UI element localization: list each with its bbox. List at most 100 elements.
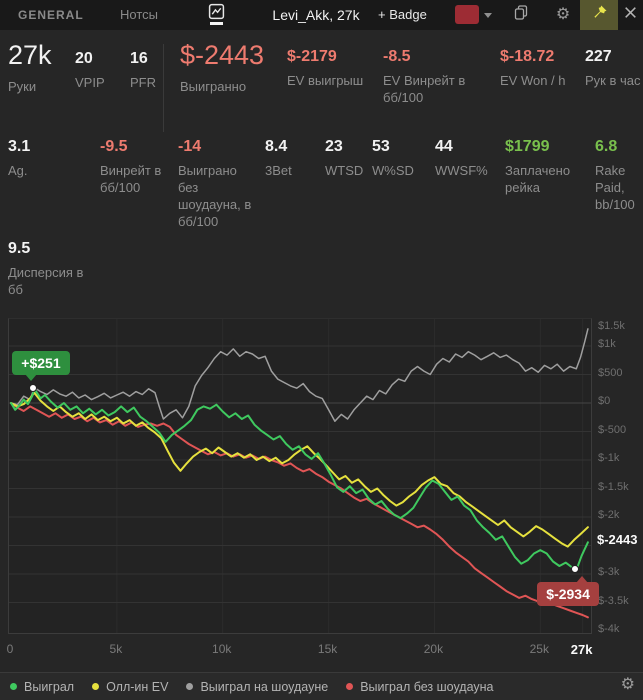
max-value-badge: +$251 <box>12 350 70 381</box>
legend-label: Выиграл <box>24 679 75 694</box>
y-axis-label: $500 <box>598 366 623 379</box>
legend-label: Выиграл без шоудауна <box>360 679 494 694</box>
close-icon <box>623 5 638 25</box>
tab-graph[interactable] <box>208 3 225 27</box>
stat-value: 16 <box>130 50 148 67</box>
y-axis-label: $-2k <box>598 509 620 521</box>
series-line <box>10 402 589 619</box>
stat-label: Дисперсия в бб <box>8 265 84 297</box>
stats-row-3: 9.5 Дисперсия в бб <box>0 240 643 305</box>
tab-general[interactable]: GENERAL <box>18 8 84 22</box>
stat-won-without-showdown: -14 Выиграно без шоудауна, в бб/100 <box>178 138 258 230</box>
green-dot-icon <box>10 683 17 690</box>
chevron-down-icon[interactable] <box>484 13 492 18</box>
graph-tab-icon <box>208 3 225 20</box>
x-axis-label: 20k <box>423 642 444 656</box>
stat-hands-per-hour: 227 Рук в час <box>585 48 641 89</box>
legend-item-won[interactable]: Выиграл <box>10 680 74 694</box>
stats-row-1: 27k Руки 20 VPIP 16 PFR $-2443 Выигранно… <box>0 38 643 132</box>
add-badge-button[interactable]: + Badge <box>378 7 427 22</box>
x-axis-label: 15k <box>317 642 338 656</box>
stat-label: EV выигрыш <box>287 73 364 88</box>
gear-icon: ⚙ <box>555 6 571 23</box>
active-tab-indicator <box>210 22 223 25</box>
x-axis-label: 5k <box>109 642 123 656</box>
stats-row-2: 3.1 Ag. -9.5 Винрейт в бб/100 -14 Выигра… <box>0 138 643 240</box>
min-point-marker <box>571 565 580 574</box>
pin-icon <box>591 4 608 26</box>
legend-item-won-showdown[interactable]: Выиграл на шоудауне <box>186 680 328 694</box>
stat-label: WTSD <box>325 163 364 178</box>
x-axis-label: 10k <box>212 642 232 656</box>
legend-bar: Выиграл Олл-ин EV Выиграл на шоудауне Вы… <box>0 672 643 700</box>
graph-settings-button[interactable]: ⚙ <box>621 676 635 694</box>
stat-variance: 9.5 Дисперсия в бб <box>8 240 94 298</box>
stat-hands: 27k Руки <box>8 38 52 95</box>
plot-area[interactable] <box>8 318 592 634</box>
stat-won: $-2443 Выигранно <box>180 38 264 95</box>
player-title: Levi_Akk, 27k <box>272 7 360 23</box>
stat-label: W%SD <box>372 163 414 178</box>
copy-button[interactable] <box>508 0 534 30</box>
pin-button[interactable] <box>580 0 618 30</box>
y-axis-label: $-1.5k <box>598 480 629 493</box>
stat-wtsd: 23 WTSD <box>325 138 363 179</box>
stat-ev-won-per-hour: $-18.72 EV Won / h <box>500 48 566 89</box>
stat-value: 6.8 <box>595 138 618 155</box>
y-axis-label: $-500 <box>598 423 627 436</box>
stat-value: 27k <box>8 40 52 70</box>
x-axis-label: 25k <box>529 642 549 656</box>
stat-pfr: 16 PFR <box>130 50 156 91</box>
color-swatch-button[interactable] <box>455 5 479 24</box>
stat-label: Винрейт в бб/100 <box>100 163 162 195</box>
stat-3bet: 8.4 3Bet <box>265 138 292 179</box>
y-axis-label: $-3k <box>598 566 620 578</box>
stat-label: EV Won / h <box>500 73 566 88</box>
tab-notes[interactable]: Нотсы <box>120 7 158 22</box>
y-axis-label: $-1k <box>598 452 620 464</box>
stat-value: -14 <box>178 138 202 155</box>
stat-vpip: 20 VPIP <box>75 50 105 91</box>
winnings-graph[interactable]: $1.5k $1k $500 $0 $-500 $-1k $-1.5k $-2k $-3k $-3… <box>0 318 643 635</box>
stat-label: Рук в час <box>585 73 641 88</box>
max-point-marker <box>29 383 38 392</box>
stat-value: $-2179 <box>287 48 337 65</box>
stat-value: $1799 <box>505 138 550 155</box>
stat-rake-paid: $1799 Заплачено рейка <box>505 138 591 196</box>
stat-label: PFR <box>130 75 156 90</box>
y-axis-label: $0 <box>598 395 611 407</box>
stat-winrate: -9.5 Винрейт в бб/100 <box>100 138 172 196</box>
stat-value: 3.1 <box>8 138 31 155</box>
stat-label: Rake Paid, bb/100 <box>595 163 635 212</box>
stat-value: -8.5 <box>383 48 411 65</box>
series-line <box>10 387 589 572</box>
legend-item-won-no-showdown[interactable]: Выиграл без шоудауна <box>346 679 494 694</box>
settings-button[interactable]: ⚙ <box>550 0 576 30</box>
red-dot-icon <box>346 683 354 690</box>
copy-icon <box>513 4 529 26</box>
topbar: GENERAL Нотсы Levi_Akk, 27k + Badge ⚙ <box>0 0 643 30</box>
legend-label: Выиграл на шоудауне <box>200 679 329 694</box>
y-axis-label: $-4k <box>598 623 620 635</box>
y-axis-label: $-3.5k <box>598 594 629 607</box>
stat-ag: 3.1 Ag. <box>8 138 30 179</box>
stat-value: 8.4 <box>265 138 288 155</box>
stat-value: -9.5 <box>100 138 128 155</box>
x-axis: 0 5k 10k 15k 20k 25k 27k <box>0 642 643 660</box>
stat-ev-won: $-2179 EV выигрыш <box>287 48 363 89</box>
gray-dot-icon <box>186 683 194 690</box>
x-axis-label: 27k <box>570 642 593 657</box>
x-axis-label: 0 <box>6 642 14 656</box>
vertical-divider <box>163 44 164 132</box>
stat-label: Заплачено рейка <box>505 163 571 195</box>
stat-value: 20 <box>75 50 93 67</box>
close-button[interactable] <box>618 0 643 30</box>
stat-value: $-2443 <box>180 40 265 70</box>
stat-wwsf: 44 WWSF% <box>435 138 488 179</box>
legend-label: Олл-ин EV <box>106 679 169 694</box>
stat-label: Руки <box>8 79 37 94</box>
stat-value: 53 <box>372 138 390 155</box>
legend-item-allin-ev[interactable]: Олл-ин EV <box>92 680 168 694</box>
y-axis-label: $1k <box>598 338 616 350</box>
